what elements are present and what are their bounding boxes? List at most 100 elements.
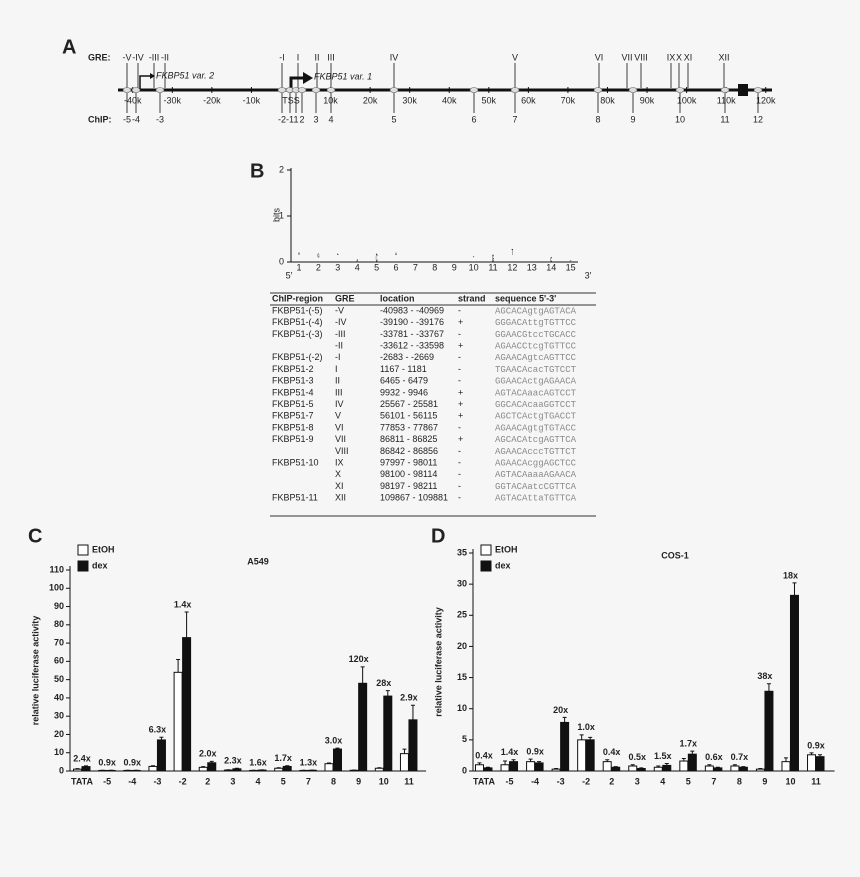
x-tick-label: -30k (164, 95, 182, 105)
x-tick-label: 110k (717, 95, 736, 105)
bar (475, 764, 484, 772)
x-tick-label: -4 (128, 776, 136, 786)
x-tick-label: 8 (737, 776, 742, 786)
table-cell: GGCACAcaaGGTCCT (495, 400, 577, 410)
table-cell: AGTACAttaTGTTCA (495, 494, 577, 504)
x-tick-label: 80k (600, 95, 615, 105)
x-tick-label: 8 (331, 776, 336, 786)
logo-letter: T (473, 256, 475, 258)
y-tick-label: 5 (462, 734, 467, 744)
table-cell: AGTACAaaaAGAACA (495, 470, 577, 480)
y-tick-label: 90 (54, 601, 64, 611)
y-tick-label: 110 (49, 564, 64, 574)
fold-label: 1.6x (249, 757, 267, 767)
x-tick-label: 10 (379, 776, 389, 786)
error-bar (477, 762, 482, 765)
table-cell: GGAACActgAGAACA (495, 377, 577, 387)
bar (232, 768, 242, 772)
bar (551, 768, 561, 772)
logo-letter: G (395, 262, 398, 263)
bar (560, 721, 570, 772)
error-bar (75, 768, 80, 770)
x-tick-label: TATA (473, 776, 495, 786)
logo-letter: C (570, 260, 572, 263)
x-tick-label: -5 (506, 776, 514, 786)
gre-label: II (314, 52, 319, 62)
y-tick-label: 1 (279, 210, 284, 220)
x-tick-label: 7 (306, 776, 311, 786)
fold-label: 6.3x (149, 725, 167, 735)
fold-label: 38x (757, 671, 772, 681)
table-cell: 77853 - 77867 (380, 422, 438, 432)
chip-region (720, 87, 730, 93)
error-bar (741, 766, 746, 768)
error-bar (150, 765, 155, 767)
chip-label: 3 (313, 114, 318, 124)
table-cell: 98100 - 98114 (380, 469, 437, 479)
gre-label: -I (279, 52, 285, 62)
table-cell: 98197 - 98211 (380, 481, 437, 491)
gre-label: XII (718, 52, 729, 62)
chip-label: 6 (471, 114, 476, 124)
y-tick-label: 2 (279, 164, 284, 174)
table-cell: FKBP51-9 (272, 434, 314, 444)
fold-label: 2.0x (199, 749, 217, 759)
table-header: GRE (335, 293, 355, 303)
table-cell: TGAACAcacTGTCCT (495, 365, 577, 375)
error-bar (234, 767, 239, 769)
chart-title: COS-1 (661, 550, 689, 560)
table-cell: - (458, 376, 461, 386)
chip-region (753, 87, 763, 93)
y-tick-label: 0 (462, 765, 467, 775)
fold-label: 0.9x (124, 758, 142, 768)
error-bar (792, 582, 797, 596)
bar (713, 767, 723, 772)
fold-label: 0.9x (526, 747, 544, 757)
panel-letter: A (62, 36, 76, 58)
bar (730, 765, 740, 772)
fold-label: 2.3x (224, 756, 242, 766)
table-cell: - (458, 446, 461, 456)
x-tick-label: -4 (531, 776, 539, 786)
fold-label: 0.6x (705, 752, 723, 762)
table-cell: FKBP51-(-4) (272, 317, 323, 327)
table-cell: GGGACAttgTGTTCC (495, 318, 577, 328)
x-tick-label: -5 (103, 776, 111, 786)
y-tick-label: 100 (49, 583, 64, 593)
logo-letter: G (337, 262, 340, 263)
table-cell: FKBP51-11 (272, 493, 318, 503)
y-tick-label: 20 (54, 729, 64, 739)
end-label: 5′ (286, 270, 293, 280)
chip-region (122, 87, 132, 93)
bar (274, 767, 284, 772)
table-cell: -III (335, 329, 346, 339)
x-tick-label: -3 (153, 776, 161, 786)
x-tick-label: 40k (442, 95, 457, 105)
table-cell: VIII (335, 446, 349, 456)
error-bar (503, 760, 508, 765)
error-bar (809, 752, 814, 755)
x-tick-label: 7 (711, 776, 716, 786)
fold-label: 2.9x (400, 693, 418, 703)
table-cell: AGTACAaacAGTCCT (495, 388, 577, 398)
bar (755, 768, 765, 772)
chip-region (628, 87, 638, 93)
y-tick-label: 10 (457, 703, 467, 713)
logo-letter: A (356, 258, 358, 263)
bar (148, 765, 158, 772)
bar (483, 767, 493, 772)
logo-letter: A (531, 261, 534, 262)
table-cell: AGAACAcccTGTTCT (495, 447, 577, 457)
x-tick-label: 7 (413, 262, 418, 272)
error-bar (588, 736, 593, 740)
table-cell: FKBP51-(-2) (272, 352, 323, 362)
bar (534, 762, 544, 772)
table-cell: I (335, 364, 338, 374)
y-tick-label: 30 (54, 711, 64, 721)
bar (399, 753, 409, 772)
table-cell: - (458, 469, 461, 479)
table-cell: IV (335, 399, 344, 409)
table-cell: + (458, 317, 463, 327)
error-bar (681, 758, 686, 762)
table-cell: 56101 - 56115 (380, 411, 437, 421)
